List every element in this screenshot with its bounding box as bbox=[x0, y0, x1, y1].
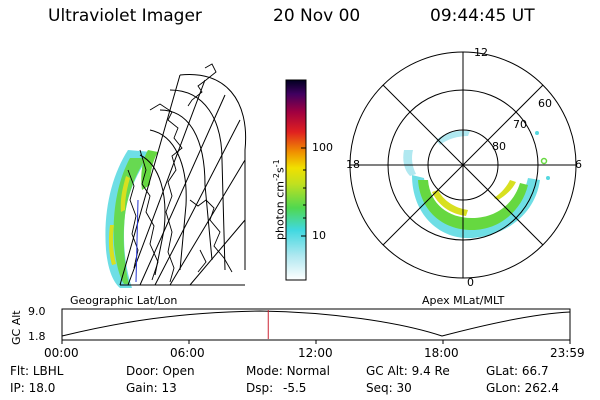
status-door-key: Door: bbox=[126, 364, 159, 378]
altitude-ytick-9: 9.0 bbox=[28, 305, 46, 318]
status-ip-key: IP: bbox=[10, 381, 25, 395]
altitude-xtick-0600: 06:00 bbox=[170, 346, 205, 360]
colorbar-label-base: photon cm bbox=[273, 181, 287, 240]
status-gain-key: Gain: bbox=[126, 381, 158, 395]
mlt-label-12: 12 bbox=[474, 46, 488, 59]
apex-projection-label: Apex MLat/MLT bbox=[422, 294, 505, 307]
status-flt-key: Flt: bbox=[10, 364, 29, 378]
colorbar-tick-100: 100 bbox=[312, 141, 333, 154]
time-label: 09:44:45 UT bbox=[430, 6, 535, 26]
status-gc-alt: GC Alt: 9.4 Re bbox=[366, 364, 450, 378]
altitude-xtick-1800: 18:00 bbox=[424, 346, 459, 360]
status-flt: Flt: LBHL bbox=[10, 364, 63, 378]
status-mode-key: Mode: bbox=[246, 364, 283, 378]
status-seq-value: 30 bbox=[396, 381, 412, 395]
status-glat: GLat: 66.7 bbox=[486, 364, 549, 378]
status-glat-value: 66.7 bbox=[521, 364, 549, 378]
colorbar-label-exp1: -2 bbox=[272, 173, 281, 182]
altitude-xtick-1200: 12:00 bbox=[298, 346, 333, 360]
polar-aurora bbox=[403, 130, 550, 239]
status-door-value: Open bbox=[162, 364, 195, 378]
geographic-projection-label: Geographic Lat/Lon bbox=[70, 294, 178, 307]
status-gc-alt-key: GC Alt: bbox=[366, 364, 408, 378]
coastline-outline bbox=[127, 63, 233, 283]
status-ip-value: 18.0 bbox=[28, 381, 56, 395]
colorbar-tick-10: 10 bbox=[312, 229, 326, 242]
status-flt-value: LBHL bbox=[32, 364, 64, 378]
status-gain-value: 13 bbox=[161, 381, 177, 395]
colorbar-label: photon cm-2s-1 bbox=[272, 159, 287, 240]
status-mode: Mode: Normal bbox=[246, 364, 330, 378]
status-dsp-value: -5.5 bbox=[282, 381, 307, 395]
colorbar-label-mid: s bbox=[273, 167, 287, 174]
geographic-grid bbox=[119, 73, 247, 286]
status-ip: IP: 18.0 bbox=[10, 381, 55, 395]
meridian-highlight bbox=[135, 199, 139, 283]
altitude-ytick-1-8: 1.8 bbox=[28, 330, 46, 343]
altitude-ylabel: GC Alt bbox=[10, 310, 23, 345]
mlt-label-6: 6 bbox=[575, 158, 582, 171]
mlat-label-70: 70 bbox=[513, 118, 527, 131]
status-glon: GLon: 262.4 bbox=[486, 381, 559, 395]
status-seq: Seq: 30 bbox=[366, 381, 412, 395]
mlt-label-0: 0 bbox=[467, 276, 474, 289]
mlat-label-60: 60 bbox=[538, 97, 552, 110]
status-dsp-key: Dsp: bbox=[246, 381, 274, 395]
date-label: 20 Nov 00 bbox=[273, 6, 361, 26]
status-gain: Gain: 13 bbox=[126, 381, 177, 395]
geographic-aurora bbox=[105, 150, 158, 288]
status-glon-key: GLon: bbox=[486, 381, 521, 395]
altitude-xtick-0000: 00:00 bbox=[44, 346, 79, 360]
polar-grid bbox=[349, 51, 577, 279]
instrument-title: Ultraviolet Imager bbox=[48, 6, 202, 26]
altitude-xtick-2359: 23:59 bbox=[550, 346, 585, 360]
status-mode-value: Normal bbox=[286, 364, 330, 378]
status-dsp: Dsp: -5.5 bbox=[246, 381, 306, 395]
status-seq-key: Seq: bbox=[366, 381, 393, 395]
status-door: Door: Open bbox=[126, 364, 195, 378]
mlat-label-80: 80 bbox=[492, 140, 506, 153]
status-glon-value: 262.4 bbox=[524, 381, 559, 395]
colorbar-label-exp2: -1 bbox=[272, 159, 281, 168]
mlt-label-18: 18 bbox=[346, 158, 360, 171]
status-gc-alt-value: 9.4 Re bbox=[411, 364, 450, 378]
status-glat-key: GLat: bbox=[486, 364, 519, 378]
